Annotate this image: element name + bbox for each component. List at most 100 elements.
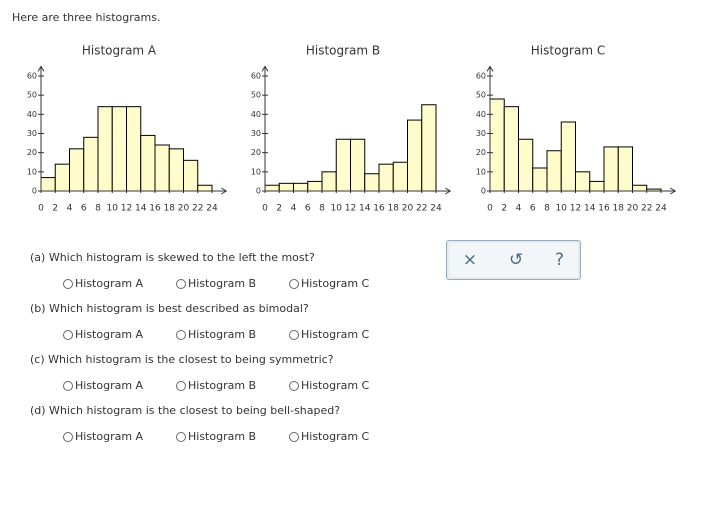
- bar: [278, 182, 294, 192]
- toolbar: × ↺?: [446, 240, 581, 280]
- x-tick-label: 14: [584, 204, 596, 214]
- y-tick-label: 60: [251, 72, 261, 81]
- bar: [364, 173, 380, 192]
- y-tick-label: 50: [251, 91, 261, 100]
- x-tick-label: 18: [613, 204, 625, 214]
- radio-option[interactable]: Histogram B: [176, 430, 256, 443]
- question: (a) Which histogram is skewed to the lef…: [30, 251, 315, 264]
- bar: [392, 161, 408, 192]
- y-arrow: [261, 65, 269, 72]
- x-tick-label: 22: [416, 204, 427, 214]
- bar: [264, 184, 280, 192]
- bar: [489, 98, 505, 192]
- toolbar-button[interactable]: ↺: [508, 250, 524, 270]
- bar: [518, 138, 534, 192]
- option-label: Histogram A: [75, 430, 144, 443]
- bar: [378, 163, 394, 192]
- radio-option[interactable]: Histogram B: [176, 277, 256, 290]
- radio-button[interactable]: [63, 431, 73, 442]
- y-tick-label: 30: [251, 129, 261, 138]
- radio-button[interactable]: [176, 431, 186, 442]
- option-label: Histogram C: [301, 430, 370, 443]
- option-label: Histogram A: [75, 379, 144, 392]
- x-tick-label: 0: [487, 204, 493, 214]
- x-tick-label: 8: [95, 204, 101, 214]
- chart-title: Histogram C: [531, 44, 605, 58]
- option-label: Histogram C: [301, 379, 370, 392]
- radio-option[interactable]: Histogram C: [289, 328, 369, 341]
- y-tick-label: 50: [476, 91, 486, 100]
- x-tick-label: 10: [331, 204, 343, 214]
- radio-option[interactable]: Histogram A: [63, 328, 143, 341]
- radio-button[interactable]: [63, 329, 73, 340]
- x-tick-label: 20: [627, 204, 639, 214]
- chart-title: Histogram A: [82, 44, 157, 58]
- x-tick-label: 12: [121, 204, 132, 214]
- radio-button[interactable]: [289, 329, 299, 340]
- chart-title: Histogram B: [306, 44, 380, 58]
- radio-button[interactable]: [289, 380, 299, 391]
- toolbar-button[interactable]: ?: [555, 250, 565, 270]
- x-tick-label: 20: [178, 204, 190, 214]
- x-tick-label: 16: [149, 204, 161, 214]
- radio-option[interactable]: Histogram A: [63, 277, 143, 290]
- y-tick-label: 20: [27, 148, 37, 157]
- bar: [575, 171, 591, 192]
- radio-button[interactable]: [63, 380, 73, 391]
- bar: [603, 146, 619, 192]
- bar: [197, 184, 213, 192]
- radio-option[interactable]: Histogram A: [63, 379, 143, 392]
- radio-option[interactable]: Histogram A: [63, 430, 143, 443]
- bar: [83, 136, 99, 192]
- y-tick-label: 0: [256, 187, 261, 196]
- option-label: Histogram B: [188, 277, 257, 290]
- bar: [111, 106, 127, 192]
- x-tick-label: 0: [262, 204, 268, 214]
- radio-button[interactable]: [63, 278, 73, 289]
- radio-option[interactable]: Histogram B: [176, 328, 256, 341]
- x-tick-label: 22: [641, 204, 652, 214]
- x-tick-label: 4: [291, 204, 297, 214]
- x-arrow: [444, 187, 452, 195]
- bar: [54, 163, 70, 192]
- radio-button[interactable]: [176, 329, 186, 340]
- bar: [335, 138, 351, 192]
- y-tick-label: 40: [251, 110, 261, 119]
- y-tick-label: 40: [27, 110, 37, 119]
- y-tick-label: 20: [476, 148, 486, 157]
- x-tick-label: 16: [598, 204, 610, 214]
- radio-option[interactable]: Histogram C: [289, 277, 369, 290]
- x-tick-label: 10: [556, 204, 568, 214]
- y-tick-label: 40: [476, 110, 486, 119]
- option-label: Histogram A: [75, 328, 144, 341]
- radio-button[interactable]: [289, 431, 299, 442]
- x-tick-label: 4: [516, 204, 522, 214]
- bar: [503, 106, 519, 192]
- x-tick-label: 20: [402, 204, 414, 214]
- bar: [168, 148, 184, 192]
- bar: [140, 134, 156, 192]
- bar: [126, 106, 142, 192]
- y-tick-label: 0: [32, 187, 37, 196]
- x-tick-label: 2: [501, 204, 507, 214]
- y-tick-label: 50: [27, 91, 37, 100]
- radio-option[interactable]: Histogram B: [176, 379, 256, 392]
- toolbar-button[interactable]: ×: [462, 250, 478, 270]
- y-tick-label: 10: [476, 167, 486, 176]
- x-tick-label: 22: [192, 204, 203, 214]
- x-tick-label: 8: [319, 204, 325, 214]
- bar: [560, 121, 576, 192]
- radio-option[interactable]: Histogram C: [289, 430, 369, 443]
- option-label: Histogram B: [188, 430, 257, 443]
- radio-option[interactable]: Histogram C: [289, 379, 369, 392]
- x-tick-label: 24: [655, 204, 667, 214]
- bar: [532, 167, 548, 192]
- question: (c) Which histogram is the closest to be…: [30, 353, 334, 366]
- radio-button[interactable]: [176, 278, 186, 289]
- radio-button[interactable]: [289, 278, 299, 289]
- bar: [407, 119, 423, 192]
- radio-button[interactable]: [176, 380, 186, 391]
- option-label: Histogram B: [188, 379, 257, 392]
